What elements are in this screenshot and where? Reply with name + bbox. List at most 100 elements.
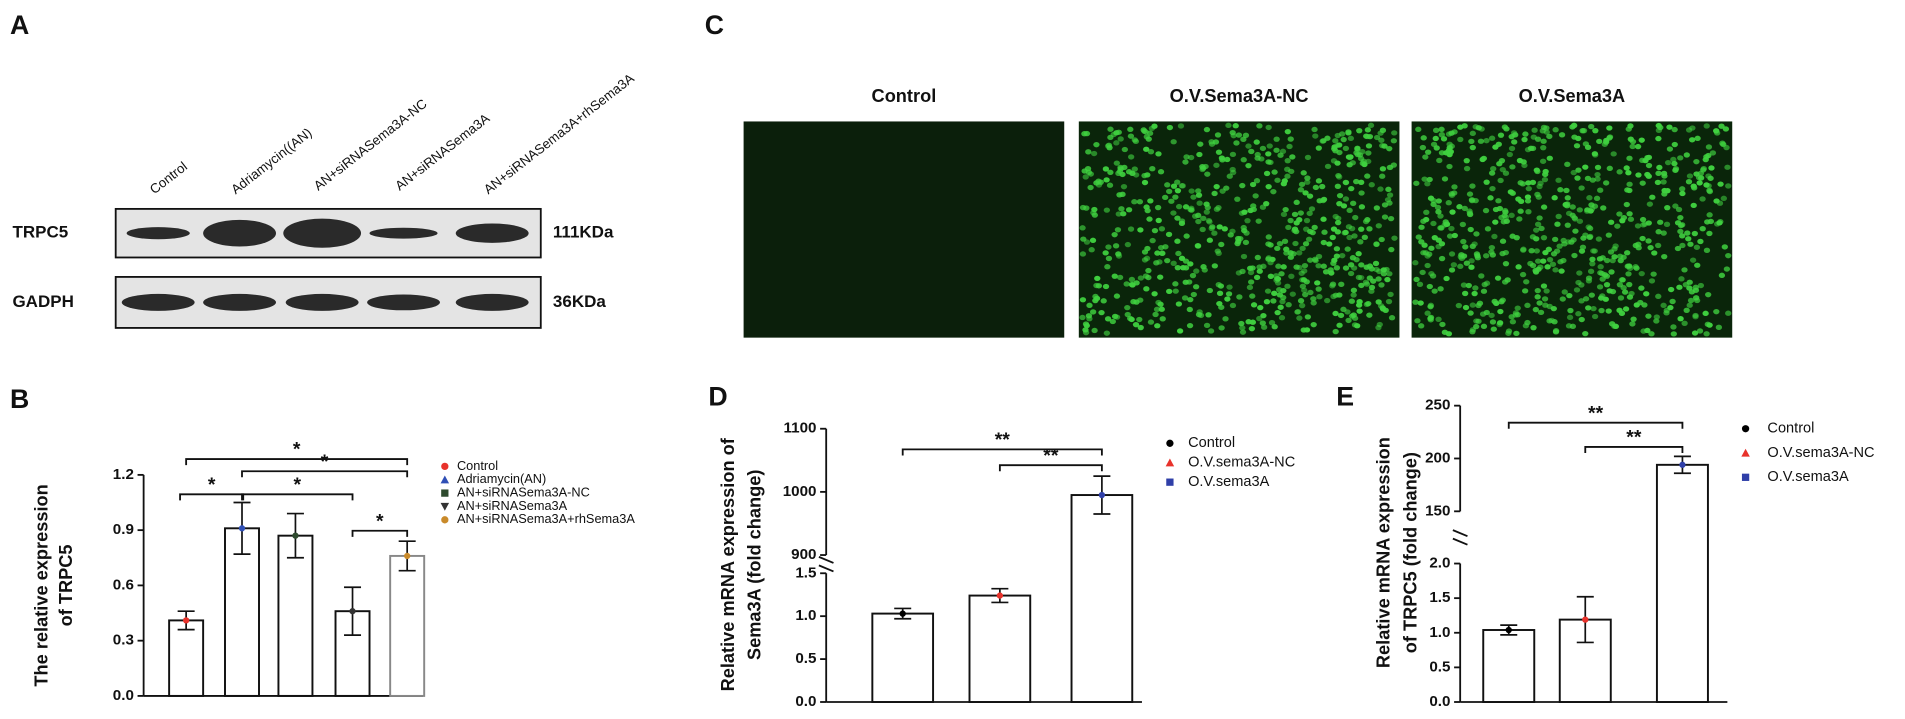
- cell: [1655, 170, 1662, 176]
- mean-dot: [182, 617, 190, 624]
- cell: [1305, 236, 1313, 242]
- cell: [1556, 243, 1563, 249]
- cell: [1385, 186, 1392, 193]
- cell: [1179, 183, 1186, 189]
- cell: [1588, 292, 1595, 298]
- cell: [1224, 156, 1231, 163]
- legend-label: Adriamycin(AN): [457, 471, 546, 486]
- cell: [1265, 234, 1272, 240]
- cell: [1142, 273, 1150, 279]
- cell: [1149, 166, 1156, 172]
- cell: [1086, 316, 1093, 322]
- cell: [1368, 288, 1375, 294]
- cell: [1521, 136, 1528, 143]
- cell: [1648, 278, 1656, 284]
- blot-band: [203, 293, 277, 311]
- cell: [1536, 300, 1543, 306]
- cell: [1365, 150, 1372, 156]
- cell: [1093, 295, 1101, 302]
- cell: [1089, 237, 1097, 244]
- cell: [1350, 200, 1357, 206]
- cell: [1702, 310, 1709, 317]
- cell: [1427, 315, 1434, 321]
- cell: [1209, 224, 1216, 230]
- cell: [1509, 164, 1516, 170]
- cell: [1590, 248, 1597, 254]
- cell: [1174, 265, 1181, 271]
- cell: [1703, 123, 1710, 129]
- cell: [1192, 213, 1199, 219]
- cell: [1356, 299, 1363, 305]
- cell: [1342, 265, 1350, 271]
- row-label: GADPH: [12, 292, 73, 311]
- cell: [1178, 220, 1186, 227]
- cell: [1624, 250, 1631, 256]
- cell: [1203, 126, 1211, 133]
- cell: [1268, 320, 1276, 326]
- cell: [1571, 252, 1578, 259]
- cell: [1172, 288, 1179, 294]
- cell: [1320, 239, 1327, 246]
- cell: [1249, 181, 1257, 188]
- cell: [1582, 141, 1590, 147]
- cell: [1626, 181, 1633, 187]
- cell: [1156, 259, 1163, 265]
- cell: [1457, 124, 1464, 130]
- cell: [1546, 155, 1553, 161]
- cell: [1611, 254, 1618, 260]
- cell: [1380, 271, 1388, 277]
- mean-dot: [349, 608, 356, 615]
- cell: [1301, 262, 1309, 269]
- cell: [1677, 316, 1684, 322]
- cell: [1534, 221, 1542, 227]
- cell: [1702, 156, 1709, 163]
- cell: [1200, 264, 1207, 270]
- cell: [1488, 170, 1496, 176]
- cell: [1626, 281, 1633, 288]
- cell: [1315, 263, 1322, 269]
- cell: [1148, 125, 1156, 132]
- cell: [1248, 325, 1256, 332]
- cell: [1351, 233, 1358, 239]
- cell: [1624, 187, 1631, 193]
- cell: [1200, 215, 1207, 222]
- cell: [1435, 198, 1442, 204]
- cell: [1149, 237, 1156, 244]
- cell: [1578, 248, 1586, 254]
- cell: [1172, 281, 1179, 287]
- cell: [1245, 143, 1252, 149]
- significance-label: **: [995, 429, 1011, 451]
- mean-dot: [404, 552, 411, 560]
- cell: [1175, 203, 1183, 210]
- cell: [1288, 273, 1295, 279]
- cell: [1273, 273, 1280, 279]
- cell: [1136, 316, 1143, 323]
- cell: [1538, 225, 1545, 232]
- cell: [1159, 250, 1166, 256]
- cell: [1498, 158, 1506, 164]
- cell: [1186, 322, 1194, 329]
- panel-label: A: [10, 10, 29, 40]
- cell: [1472, 285, 1479, 291]
- significance-bracket: [185, 458, 409, 466]
- cell: [1281, 238, 1289, 244]
- cell: [1384, 276, 1391, 283]
- size-label: 111KDa: [553, 223, 614, 242]
- cell: [1576, 207, 1583, 213]
- cell: [1555, 213, 1562, 220]
- cell: [1671, 160, 1678, 167]
- cell: [1082, 327, 1089, 333]
- cell: [1225, 291, 1233, 297]
- cell: [1162, 194, 1169, 201]
- cell: [1307, 289, 1314, 296]
- cell: [1154, 250, 1161, 256]
- cell: [1364, 127, 1372, 133]
- blot-band: [203, 219, 277, 247]
- significance-label: **: [1626, 427, 1642, 449]
- cell: [1693, 158, 1700, 165]
- cell: [1348, 298, 1355, 304]
- cell: [1463, 165, 1471, 172]
- cell: [1194, 243, 1202, 249]
- cell: [1629, 143, 1636, 150]
